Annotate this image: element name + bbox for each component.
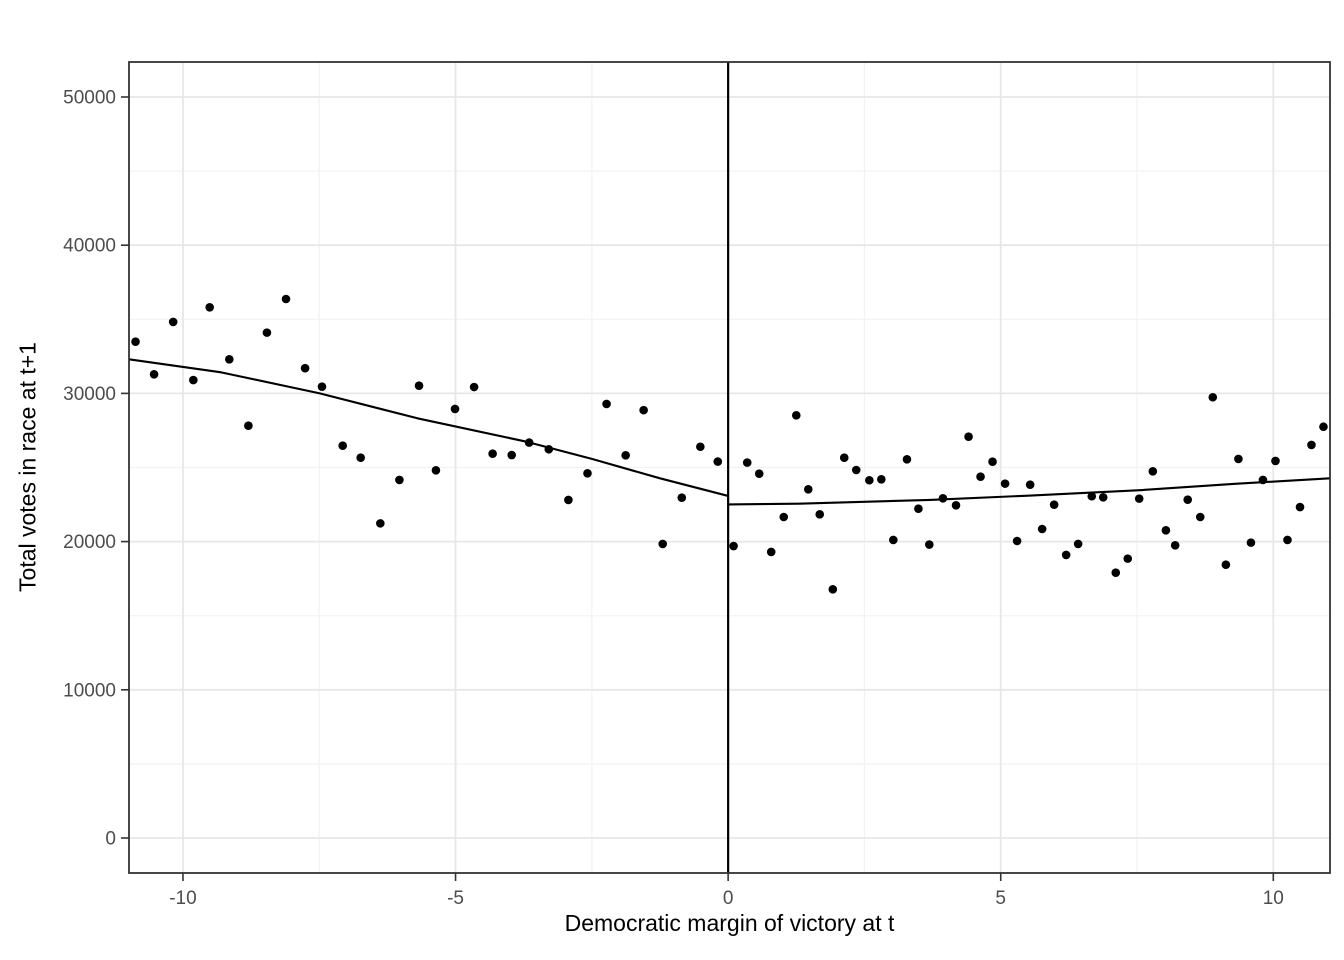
data-point [1319,422,1328,432]
data-point [300,363,310,373]
data-point [889,535,898,545]
data-point [244,421,253,430]
data-point [951,500,961,510]
data-point [877,475,886,484]
y-tick-label: 20000 [63,532,116,553]
data-point [1148,467,1158,476]
data-point [1307,440,1316,450]
data-point [754,469,764,479]
data-point [696,442,705,452]
data-point [976,472,985,481]
data-point [1283,535,1292,545]
panel-border [128,61,1331,874]
data-point [281,294,291,304]
data-point [766,547,776,557]
data-point [205,302,214,312]
y-axis-title: Total votes in race at t+1 [14,342,41,592]
data-point [865,475,874,485]
data-point [791,411,801,420]
data-point [225,355,234,364]
data-point [1073,539,1083,549]
x-tick-label: -10 [169,888,196,909]
data-point [149,369,159,379]
data-point [902,455,912,464]
data-point [376,519,385,528]
data-point [583,468,592,478]
data-point [1087,491,1097,501]
data-point [1195,512,1205,522]
y-tick-label: 50000 [63,87,116,108]
data-point [803,484,813,494]
data-point [356,453,365,463]
data-point [507,450,517,460]
data-point [1098,492,1108,502]
data-point [1012,536,1022,546]
x-tick-label: 5 [995,888,1006,909]
data-point [317,382,327,392]
data-point [1246,538,1256,547]
data-point [815,510,825,519]
data-point [1295,502,1305,512]
data-point [1161,526,1171,535]
y-tick-label: 40000 [63,236,116,257]
x-tick-label: 0 [723,888,734,909]
data-point [851,465,861,475]
data-point [1183,495,1193,504]
data-point [925,540,934,549]
data-point [1258,475,1268,485]
data-point [564,495,573,505]
data-point [828,585,838,594]
data-point [742,458,752,467]
data-point [395,475,404,485]
data-point [1061,550,1071,560]
x-tick-label: 10 [1263,888,1284,909]
data-point [914,504,923,513]
data-point [938,494,948,503]
data-point [1170,540,1180,550]
data-point [713,457,723,466]
data-point [1271,456,1280,466]
y-tick-label: 10000 [63,680,116,701]
data-point [488,449,497,459]
data-point [544,444,554,454]
data-point [1221,560,1231,570]
data-point [602,399,611,409]
data-point [131,337,140,346]
x-tick-label: -5 [447,888,464,909]
data-point [189,375,198,385]
data-point [1208,392,1218,402]
data-point [469,382,479,392]
fit-left-of-cutoff [128,358,729,497]
data-point [431,466,441,475]
y-tick-label: 30000 [63,384,116,405]
data-point [658,539,668,549]
data-point [1000,479,1010,488]
data-point [168,317,178,327]
data-point [338,441,348,451]
data-point [779,512,789,522]
data-point [1025,480,1035,489]
data-point [964,432,973,441]
data-point [1134,494,1144,503]
data-point [450,404,460,414]
data-point [1123,554,1133,563]
data-point [839,453,849,463]
data-point [1049,500,1059,509]
data-point [621,451,630,460]
data-point [988,457,997,467]
y-tick-label: 0 [105,828,116,849]
data-point [677,493,687,503]
x-axis-title: Democratic margin of victory at t [564,910,895,936]
data-point [524,438,534,447]
data-point [1037,524,1047,534]
data-point [1234,454,1243,464]
data-point [729,541,738,551]
data-point [262,328,272,337]
data-point [1111,568,1121,578]
data-point [639,405,648,415]
fit-right-of-cutoff [728,477,1331,506]
data-point [414,381,424,390]
